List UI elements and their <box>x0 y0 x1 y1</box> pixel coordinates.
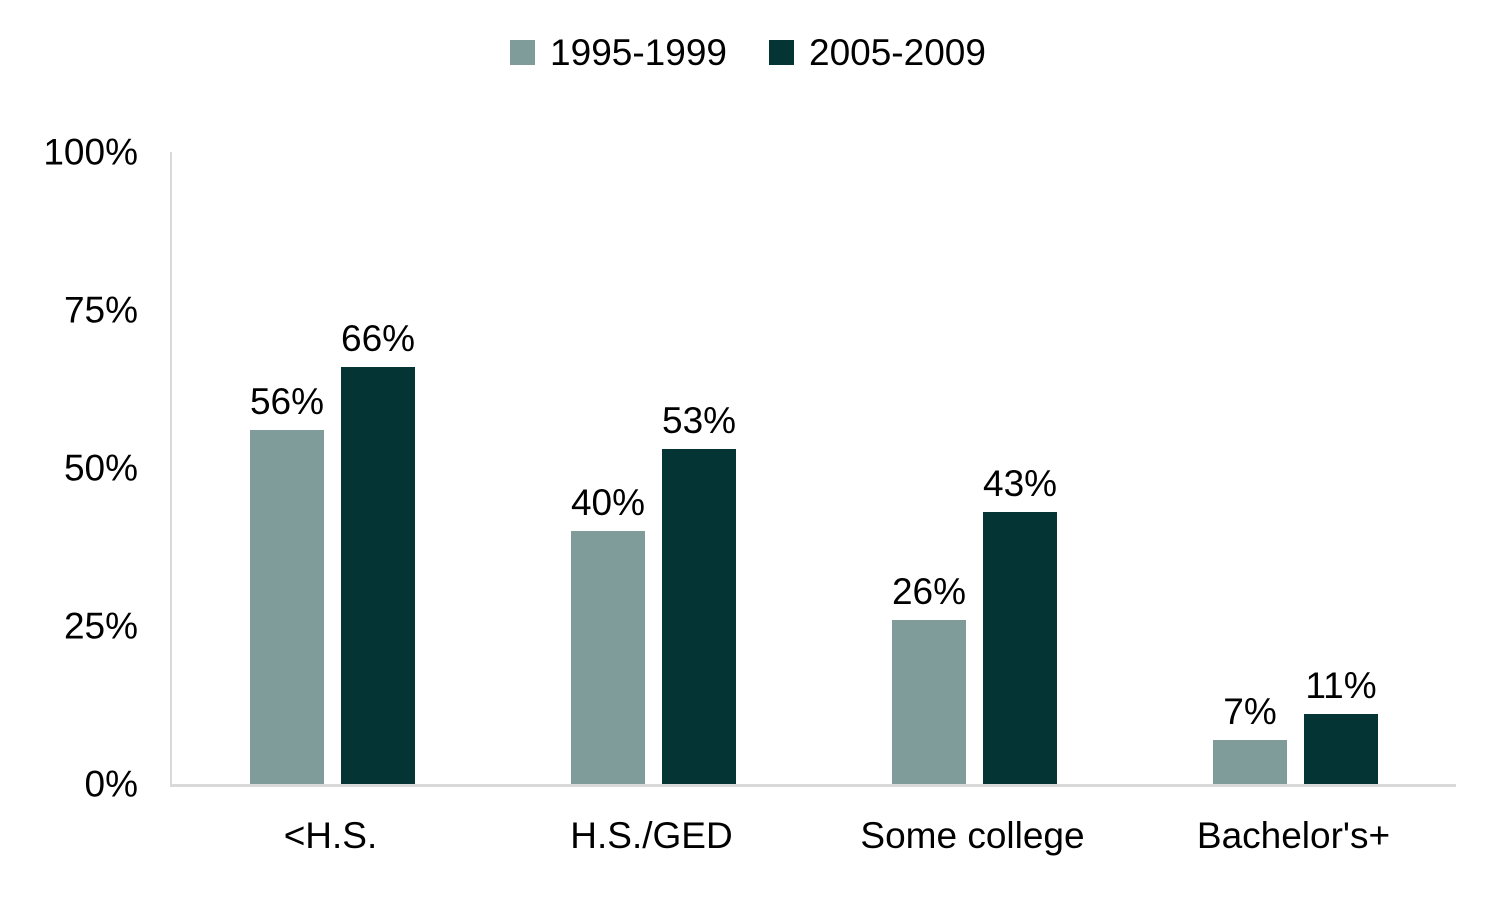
bar-value-label: 43% <box>983 463 1058 505</box>
bar-value-label: 40% <box>570 482 645 524</box>
bar-column: 26% <box>892 573 966 784</box>
x-category-label-bachelor-s: Bachelor's+ <box>1196 815 1391 856</box>
bar-value-label: 66% <box>341 317 416 359</box>
legend-swatch-1995-1999 <box>510 40 536 65</box>
bar-2005-2009-some-college <box>983 512 1058 784</box>
y-tick-label: 0% <box>84 763 138 805</box>
y-axis: 0% 25% 50% 75% 100% <box>0 134 138 803</box>
bar-value-label: 7% <box>1223 690 1277 732</box>
bar-value-label: 26% <box>891 570 966 612</box>
bar-value-label: 11% <box>1305 665 1377 707</box>
y-tick-label: 50% <box>63 447 138 489</box>
bar-column: 56% <box>250 383 324 784</box>
bar-value-label: 53% <box>662 400 737 442</box>
bar-1995-1999-h-s <box>249 430 324 784</box>
bar-group-bachelor-s: 7% 11% <box>1135 152 1456 784</box>
x-category-label-h-s-ged: H.S./GED <box>570 815 733 856</box>
bar-column: 43% <box>983 465 1057 784</box>
bar-1995-1999-some-college <box>891 619 966 784</box>
x-category-label-h-s: <H.S. <box>283 815 378 856</box>
bar-value-label: 56% <box>249 381 324 423</box>
bar-2005-2009-bachelor-s <box>1304 714 1378 784</box>
bar-group-some-college: 26% 43% <box>814 152 1135 784</box>
bar-column: 40% <box>571 484 645 784</box>
legend-swatch-2005-2009 <box>769 40 794 65</box>
bar-1995-1999-h-s-ged <box>570 531 645 784</box>
bar-2005-2009-h-s <box>341 366 416 784</box>
y-tick-label: 100% <box>43 131 138 173</box>
legend-item-1995-1999: 1995-1999 <box>510 34 727 71</box>
legend-label: 2005-2009 <box>809 32 986 73</box>
legend-item-2005-2009: 2005-2009 <box>769 34 986 71</box>
y-tick-label: 25% <box>63 605 138 647</box>
bar-column: 53% <box>662 402 736 784</box>
bar-2005-2009-h-s-ged <box>662 449 737 784</box>
chart-legend: 1995-1999 2005-2009 <box>0 34 1496 71</box>
bar-group-h-s: 56% 66% <box>172 152 493 784</box>
x-axis: <H.S. H.S./GED Some college Bachelor's+ <box>170 814 1454 858</box>
plot-area: 56% 66% 40% 53% 26% 43% 7% 11% <box>170 152 1456 787</box>
bar-group-h-s-ged: 40% 53% <box>493 152 814 784</box>
bar-column: 11% <box>1304 667 1378 784</box>
bar-column: 66% <box>341 320 415 784</box>
bar-1995-1999-bachelor-s <box>1213 739 1287 784</box>
bar-column: 7% <box>1213 693 1287 784</box>
x-category-label-some-college: Some college <box>860 815 1085 856</box>
y-tick-label: 75% <box>63 289 138 331</box>
legend-label: 1995-1999 <box>550 32 727 73</box>
